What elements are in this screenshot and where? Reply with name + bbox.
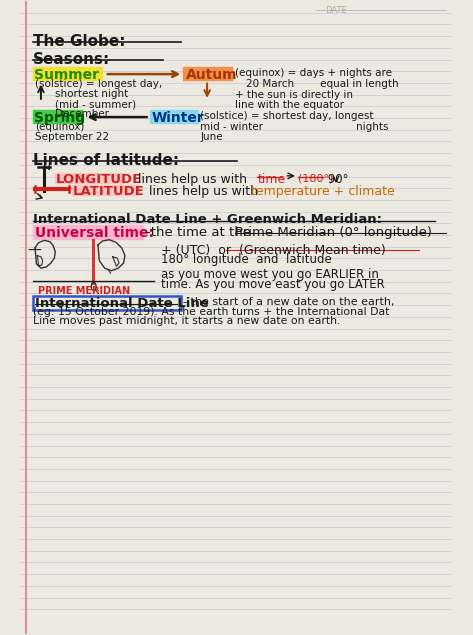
Text: lines help us with: lines help us with	[134, 173, 251, 186]
Text: + the sun is directly in: + the sun is directly in	[235, 90, 353, 100]
Text: 20 March        equal in length: 20 March equal in length	[246, 79, 399, 89]
Text: June: June	[201, 131, 223, 142]
Text: shortest night: shortest night	[55, 90, 129, 99]
Text: temperature + climate: temperature + climate	[251, 185, 394, 197]
Text: September 22: September 22	[35, 131, 109, 142]
Text: mid - winter: mid - winter	[201, 121, 263, 131]
Text: Lines of latitude:: Lines of latitude:	[33, 153, 179, 168]
Text: (mid - summer): (mid - summer)	[55, 100, 136, 109]
Bar	[33, 110, 82, 123]
Text: as you move west you go EARLIER in: as you move west you go EARLIER in	[161, 268, 379, 281]
Text: (equinox) = days + nights are: (equinox) = days + nights are	[235, 68, 392, 77]
Text: lines help us with: lines help us with	[145, 185, 262, 197]
Bar	[33, 296, 181, 310]
Bar	[184, 67, 232, 80]
Text: Line moves past midnight, it starts a new date on earth.: Line moves past midnight, it starts a ne…	[33, 316, 340, 326]
Text: Spring: Spring	[34, 111, 85, 125]
Text: time. As you move east you go LATER: time. As you move east you go LATER	[161, 278, 385, 291]
Text: (180°): (180°)	[298, 173, 333, 184]
Text: + (UTC)  or  (Greenwich Mean time): + (UTC) or (Greenwich Mean time)	[161, 244, 385, 257]
Text: - the start of a new date on the earth,: - the start of a new date on the earth,	[184, 297, 395, 307]
Text: Winter: Winter	[151, 111, 204, 125]
Text: (solstice) = longest day,: (solstice) = longest day,	[35, 79, 162, 89]
Text: time: time	[257, 173, 286, 186]
Text: LONGITUDE: LONGITUDE	[55, 173, 141, 186]
Bar	[72, 185, 139, 195]
Text: 0.: 0.	[89, 281, 100, 295]
Text: Prime Meridian (0° longitude): Prime Meridian (0° longitude)	[235, 227, 432, 239]
Text: Summer: Summer	[34, 68, 99, 82]
Text: (eg: 15 October 2019). As the earth turns + the International Dat: (eg: 15 October 2019). As the earth turn…	[33, 307, 389, 317]
Bar	[149, 110, 198, 123]
Text: LATITUDE: LATITUDE	[72, 185, 144, 197]
Text: 90°: 90°	[324, 173, 349, 186]
Text: DATE: DATE	[325, 6, 347, 15]
Bar	[33, 67, 103, 80]
Text: International Date Line + Greenwich Meridian:: International Date Line + Greenwich Meri…	[33, 213, 382, 226]
Text: Autum: Autum	[185, 68, 237, 82]
Text: Seasons:: Seasons:	[33, 52, 110, 67]
Text: -the time at the: -the time at the	[147, 227, 256, 239]
Text: The Globe:: The Globe:	[33, 34, 125, 50]
Text: International Date Line: International Date Line	[35, 297, 209, 311]
Text: line with the equator: line with the equator	[235, 100, 344, 110]
Text: PRIME MERIDIAN: PRIME MERIDIAN	[38, 286, 131, 296]
Text: —: —	[27, 244, 41, 258]
Text: Universal time:: Universal time:	[35, 227, 154, 241]
Bar	[55, 173, 125, 184]
Bar	[33, 225, 143, 239]
Text: (solstice) = shortest day, longest: (solstice) = shortest day, longest	[201, 111, 374, 121]
Text: nights: nights	[356, 121, 389, 131]
Text: December: December	[55, 109, 109, 119]
Text: 180° longitude  and  latitude: 180° longitude and latitude	[161, 253, 332, 266]
Text: (equinox): (equinox)	[35, 121, 85, 131]
